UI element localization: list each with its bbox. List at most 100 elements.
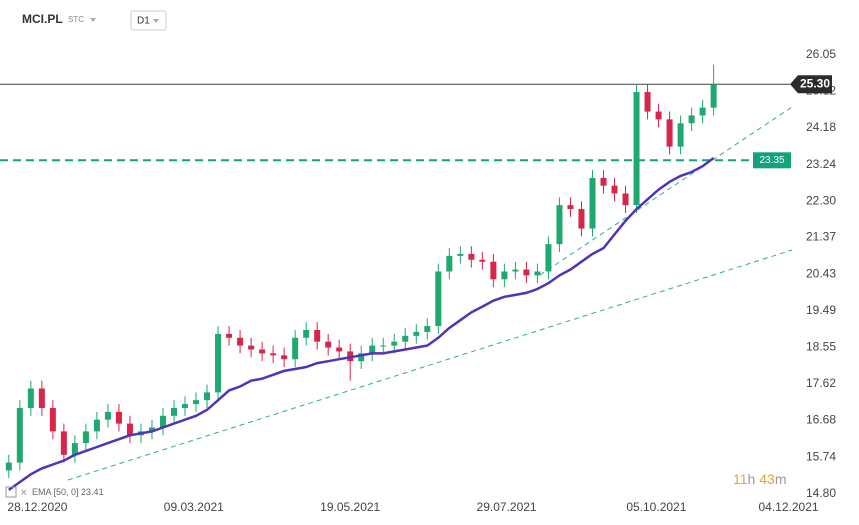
candle-body: [325, 341, 332, 348]
candle-body: [556, 205, 563, 245]
candle-body: [479, 259, 486, 262]
ema-line: [8, 156, 715, 491]
price-tag: [790, 75, 832, 94]
candle-body: [688, 115, 695, 124]
candle-body: [226, 333, 233, 338]
candle-body: [292, 337, 299, 360]
candle-body: [391, 341, 398, 346]
candle-body: [60, 431, 67, 455]
ema-name: EMA [50, 0]: [32, 487, 79, 497]
visibility-icon[interactable]: ✕: [20, 487, 28, 497]
ema-value: 23.41: [81, 487, 104, 497]
candle-body: [413, 331, 420, 336]
candle-body: [699, 107, 706, 116]
level-tag: [753, 152, 791, 169]
candle-body: [402, 335, 409, 342]
candle-body: [259, 349, 266, 354]
y-tick-label: 24.18: [806, 120, 836, 134]
x-tick-label: 04.12.2021: [758, 500, 818, 514]
interval: D1: [137, 16, 150, 27]
candle-body: [666, 119, 673, 147]
candle-body: [567, 205, 574, 210]
candle-body: [446, 255, 453, 272]
x-tick-label: 28.12.2020: [7, 500, 67, 514]
candle-body: [512, 269, 519, 272]
y-tick-label: 23.24: [806, 157, 836, 171]
candle-body: [611, 185, 618, 194]
candle-body: [600, 177, 607, 186]
candle-body: [369, 345, 376, 354]
legend-icon[interactable]: [5, 486, 17, 498]
candle-body: [5, 462, 12, 471]
candle-body: [457, 253, 464, 256]
candle-body: [380, 345, 387, 347]
candle-body: [182, 404, 189, 408]
y-tick-label: 19.49: [806, 303, 836, 317]
candle-body: [159, 415, 166, 428]
candle-body: [93, 419, 100, 432]
x-tick-label: 05.10.2021: [626, 500, 686, 514]
hours: 11: [733, 471, 748, 487]
candle-body: [468, 253, 475, 260]
y-tick-label: 15.74: [806, 449, 836, 463]
candle-body: [270, 353, 277, 356]
y-tick-label: 26.05: [806, 47, 836, 61]
candle-body: [633, 92, 640, 206]
candle-body: [710, 84, 717, 108]
y-tick-label: 20.43: [806, 266, 836, 280]
candle-body: [248, 345, 255, 350]
dropdown-arrow[interactable]: [90, 18, 96, 22]
candle-body: [71, 443, 78, 455]
candle-body: [148, 427, 155, 432]
price-tag-label: 25.30: [800, 76, 830, 90]
candle-body: [336, 347, 343, 352]
candle-body: [82, 431, 89, 444]
y-tick-label: 21.37: [806, 230, 836, 244]
candle-body: [49, 407, 56, 432]
y-tick-label: 17.62: [806, 376, 836, 390]
symbol: MCI.PL: [22, 12, 63, 26]
candle-body: [303, 329, 310, 338]
y-tick-label: 22.30: [806, 193, 836, 207]
trend-line: [539, 106, 793, 276]
y-tick-label: 18.55: [806, 340, 836, 354]
level-label: 23.35: [759, 155, 784, 166]
candle-body: [523, 269, 530, 276]
candle-body: [27, 388, 34, 408]
candle-body: [171, 407, 178, 416]
candle-body: [424, 326, 431, 332]
candle-body: [622, 193, 629, 206]
candle-body: [237, 337, 244, 346]
hours-unit: h: [748, 471, 756, 487]
y-tick-label: 16.68: [806, 413, 836, 427]
candle-body: [501, 271, 508, 280]
x-tick-label: 29.07.2021: [477, 500, 537, 514]
dropdown-arrow: [153, 19, 159, 23]
x-tick-label: 19.05.2021: [320, 500, 380, 514]
candle-body: [115, 411, 122, 424]
candle-body: [281, 355, 288, 360]
interval-select[interactable]: [130, 10, 167, 31]
candle-body: [314, 329, 321, 342]
x-tick-label: 09.03.2021: [164, 500, 224, 514]
candle-body: [16, 407, 23, 463]
candle-body: [126, 423, 133, 436]
candle-body: [578, 209, 585, 229]
candle-body: [193, 400, 200, 405]
minutes-unit: m: [775, 471, 787, 487]
candle-body: [644, 92, 651, 112]
market: STC: [68, 15, 84, 24]
candle-body: [677, 123, 684, 147]
candle-body: [435, 271, 442, 327]
trend-line: [67, 249, 793, 481]
candle-body: [358, 353, 365, 362]
candle-body: [215, 333, 222, 393]
candle-body: [545, 244, 552, 272]
countdown: 11h 43m: [733, 471, 786, 487]
plot: 14.80 15.74 16.68 17.62 18.55 19.49 20.43 21.37…: [0, 47, 836, 514]
candle-body: [204, 392, 211, 401]
minutes: 43: [759, 471, 775, 487]
candle-body: [655, 111, 662, 120]
